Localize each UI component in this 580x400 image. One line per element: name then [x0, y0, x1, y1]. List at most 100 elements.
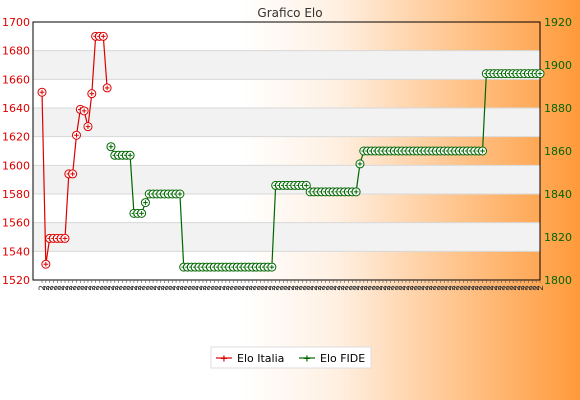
- x-tick-label: 2: [329, 285, 339, 291]
- x-tick-label: 2: [528, 285, 538, 291]
- x-tick-label: 2: [80, 285, 90, 291]
- right-tick-label: 1820: [544, 231, 572, 244]
- x-tick-label: 2: [471, 285, 481, 291]
- x-tick-label: 2: [521, 285, 531, 291]
- x-tick-label: 2: [264, 285, 274, 291]
- legend-marker-italia: +: [220, 354, 228, 365]
- x-tick-label: 2: [42, 285, 52, 291]
- x-tick-label: 2: [387, 285, 397, 291]
- x-tick-label: 2: [210, 285, 220, 291]
- x-tick-label: 2: [268, 285, 278, 291]
- x-tick-label: 2: [226, 285, 236, 291]
- x-tick-label: 2: [536, 285, 546, 291]
- legend-label-italia: Elo Italia: [237, 352, 284, 365]
- x-tick-label: 2: [88, 285, 98, 291]
- x-tick-label: 2: [452, 285, 462, 291]
- x-tick-label: 2: [46, 285, 56, 291]
- x-tick-label: 2: [130, 285, 140, 291]
- x-tick-label: 2: [76, 285, 86, 291]
- x-tick-label: 2: [459, 285, 469, 291]
- x-tick-label: 2: [425, 285, 435, 291]
- legend-entry-elo-fide: + Elo FIDE: [299, 352, 365, 365]
- x-tick-label: 2: [456, 285, 466, 291]
- x-tick-label: 2: [360, 285, 370, 291]
- x-tick-label: 2: [482, 285, 492, 291]
- left-tick-label: 1640: [2, 102, 30, 115]
- left-tick-label: 1660: [2, 73, 30, 86]
- x-tick-label: 2: [118, 285, 128, 291]
- x-tick-label: 2: [390, 285, 400, 291]
- point-elo-fide: [137, 208, 147, 218]
- x-tick-label: 2: [153, 285, 163, 291]
- point-elo-fide: [106, 142, 116, 152]
- x-tick-label: 2: [444, 285, 454, 291]
- x-tick-label: 2: [233, 285, 243, 291]
- x-tick-label: 2: [333, 285, 343, 291]
- x-tick-label: 2: [341, 285, 351, 291]
- x-tick-label: 2: [92, 285, 102, 291]
- x-tick-label: 2: [498, 285, 508, 291]
- x-tick-label: 2: [138, 285, 148, 291]
- x-tick-label: 2: [379, 285, 389, 291]
- x-tick-label: 2: [310, 285, 320, 291]
- right-axis: 1800 1820 1840 1860 1880 1900 1920: [544, 16, 572, 287]
- right-tick-label: 1900: [544, 59, 572, 72]
- x-tick-label: 2: [421, 285, 431, 291]
- x-tick-label: 2: [230, 285, 240, 291]
- x-tick-label: 2: [95, 285, 105, 291]
- x-axis: 2222222222222222222222222222222222222222…: [38, 280, 546, 291]
- grid-band: [33, 50, 540, 80]
- grid-bands: [33, 50, 540, 252]
- x-tick-label: 2: [214, 285, 224, 291]
- x-tick-label: 2: [318, 285, 328, 291]
- point-elo-italia: [102, 83, 112, 93]
- left-axis: 1520 1540 1560 1580 1600 1620 1640 1660 1680 1700: [2, 16, 30, 287]
- x-tick-label: 2: [126, 285, 136, 291]
- x-tick-label: 2: [486, 285, 496, 291]
- x-tick-label: 2: [145, 285, 155, 291]
- x-tick-label: 2: [502, 285, 512, 291]
- left-tick-label: 1560: [2, 217, 30, 230]
- right-tick-label: 1800: [544, 274, 572, 287]
- chart-title: Grafico Elo: [257, 6, 322, 20]
- point-elo-fide: [355, 159, 365, 169]
- x-tick-label: 2: [490, 285, 500, 291]
- legend-label-fide: Elo FIDE: [320, 352, 365, 365]
- x-tick-label: 2: [38, 285, 48, 291]
- x-tick-label: 2: [141, 285, 151, 291]
- point-elo-italia: [87, 89, 97, 99]
- right-tick-label: 1840: [544, 188, 572, 201]
- x-tick-label: 2: [61, 285, 71, 291]
- x-tick-label: 2: [199, 285, 209, 291]
- x-tick-label: 2: [115, 285, 125, 291]
- x-tick-label: 2: [394, 285, 404, 291]
- point-elo-fide: [125, 150, 135, 160]
- grid-band: [33, 108, 540, 137]
- point-elo-fide: [351, 187, 361, 197]
- x-tick-label: 2: [272, 285, 282, 291]
- x-tick-label: 2: [532, 285, 542, 291]
- x-tick-label: 2: [84, 285, 94, 291]
- x-tick-label: 2: [429, 285, 439, 291]
- x-tick-label: 2: [356, 285, 366, 291]
- x-tick-label: 2: [505, 285, 515, 291]
- x-tick-label: 2: [157, 285, 167, 291]
- legend-marker-fide: +: [303, 354, 311, 365]
- legend: + Elo Italia + Elo FIDE: [210, 346, 372, 369]
- x-tick-label: 2: [479, 285, 489, 291]
- x-tick-label: 2: [509, 285, 519, 291]
- x-tick-label: 2: [410, 285, 420, 291]
- legend-entry-elo-italia: + Elo Italia: [216, 352, 284, 365]
- x-tick-label: 2: [103, 285, 113, 291]
- left-tick-label: 1600: [2, 159, 30, 172]
- x-tick-label: 2: [463, 285, 473, 291]
- x-tick-label: 2: [168, 285, 178, 291]
- point-elo-fide: [301, 180, 311, 190]
- point-elo-italia: [37, 87, 47, 97]
- x-tick-label: 2: [467, 285, 477, 291]
- left-tick-label: 1520: [2, 274, 30, 287]
- x-tick-label: 2: [69, 285, 79, 291]
- x-tick-label: 2: [494, 285, 504, 291]
- x-tick-label: 2: [49, 285, 59, 291]
